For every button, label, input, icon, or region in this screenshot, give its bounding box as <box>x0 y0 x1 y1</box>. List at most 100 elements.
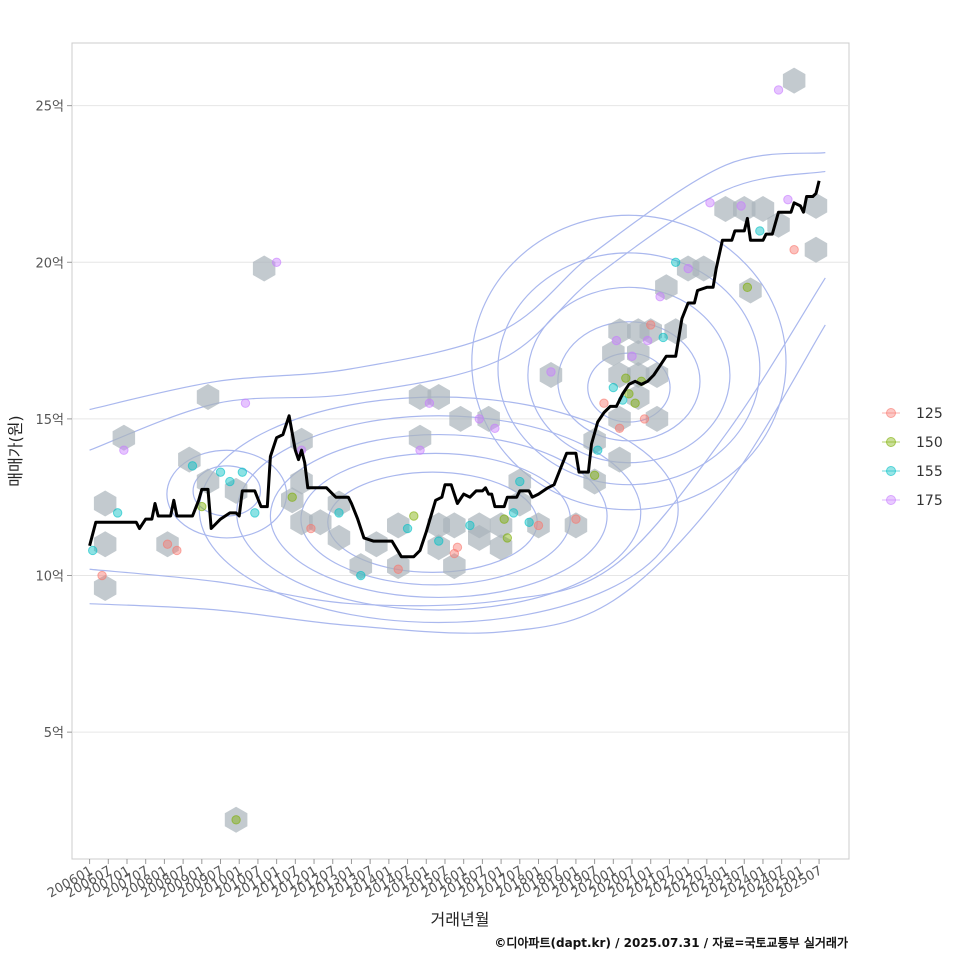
hexbin-cell <box>508 468 532 495</box>
chart-caption: ©디아파트(dapt.kr) / 2025.07.31 / 자료=국토교통부 실… <box>494 935 848 950</box>
scatter-point <box>112 508 123 518</box>
legend-label: 150 <box>916 435 943 451</box>
hexbin-cell <box>349 553 373 580</box>
legend-key-point <box>886 408 896 418</box>
density-contour <box>269 433 608 599</box>
scatter-point <box>499 514 509 524</box>
scatter-point <box>611 335 622 346</box>
y-tick-label: 10억 <box>35 570 64 585</box>
scatter-point <box>187 461 198 471</box>
hexbin-cell <box>93 575 117 601</box>
scatter-point <box>773 85 784 95</box>
hexbin-cell <box>93 531 117 558</box>
scatter-point <box>119 445 129 455</box>
scatter-point <box>646 320 656 330</box>
scatter-point <box>639 414 650 424</box>
hexbin-cell <box>489 512 513 539</box>
scatter-point <box>515 476 525 487</box>
hexbin-cell <box>468 524 491 551</box>
scatter-point <box>546 367 556 377</box>
scatter-points <box>88 85 799 825</box>
hexbin-cell <box>327 524 351 551</box>
scatter-point <box>621 373 631 383</box>
scatter-point <box>402 523 413 534</box>
hexbin-layer <box>93 67 828 833</box>
trend-line <box>88 180 821 559</box>
hexbin-cell <box>645 362 669 388</box>
scatter-point <box>225 476 235 487</box>
hexbin-cell <box>692 255 715 282</box>
scatter-point <box>452 542 463 553</box>
scatter-point <box>705 198 715 208</box>
scatter-point <box>614 423 625 433</box>
scatter-point <box>670 257 681 267</box>
y-tick-label: 20억 <box>35 256 64 271</box>
scatter-point <box>655 292 665 302</box>
hexbin-cell <box>608 318 631 345</box>
scatter-point <box>88 545 98 556</box>
scatter-point <box>434 536 444 546</box>
scatter-point <box>271 257 282 267</box>
hexbin-cell <box>608 446 631 473</box>
legend: 125 150 155 175 <box>882 406 943 509</box>
y-axis-ticks: 5억 10억 15억 20억 25억 <box>35 100 72 741</box>
scatter-point <box>599 398 609 408</box>
y-axis-title: 매매가(원) <box>6 415 25 486</box>
scatter-point <box>490 423 500 433</box>
scatter-point <box>172 545 182 556</box>
scatter-point <box>755 226 765 236</box>
hexbin-cell <box>365 531 388 558</box>
hexbin-cell <box>655 274 678 301</box>
scatter-point <box>250 508 260 518</box>
scatter-point <box>683 263 693 274</box>
scatter-point <box>356 570 366 581</box>
hexbin-cell <box>608 362 631 388</box>
scatter-point <box>306 523 316 534</box>
hexbin-cell <box>489 534 513 561</box>
scatter-point <box>465 520 475 531</box>
legend-key-point <box>886 495 896 505</box>
hexbin-cell <box>281 487 304 514</box>
scatter-point <box>789 245 799 255</box>
hexbin-cell <box>449 405 472 432</box>
scatter-point <box>658 332 668 343</box>
hexbin-cell <box>112 424 136 451</box>
hexbin-cell <box>639 318 662 345</box>
scatter-point <box>502 533 513 543</box>
x-axis-title: 거래년월 <box>431 910 490 929</box>
trend-line-layer <box>88 180 821 559</box>
scatter-point <box>474 414 484 424</box>
scatter-point <box>334 508 344 518</box>
hexbin-cell <box>782 67 806 94</box>
hexbin-cell <box>196 384 220 410</box>
scatter-point <box>627 351 637 361</box>
hexbin-cell <box>627 340 650 367</box>
legend-label: 175 <box>916 493 943 509</box>
legend-key-point <box>886 437 896 447</box>
scatter-point <box>736 201 746 211</box>
hexbin-cell <box>387 553 410 580</box>
x-axis-ticks: 2006012006072007012007072008012008072009… <box>45 859 825 901</box>
scatter-point <box>742 282 753 293</box>
hexbin-cell <box>427 534 450 561</box>
scatter-point <box>215 467 226 477</box>
hexbin-cell <box>627 384 650 410</box>
hexbin-cell <box>714 196 737 222</box>
legend-label: 155 <box>916 464 943 480</box>
scatter-point <box>589 470 600 480</box>
y-tick-label: 25억 <box>35 100 64 115</box>
hexbin-cell <box>583 427 606 454</box>
scatter-point <box>424 398 435 408</box>
hexbin-cell <box>387 512 410 539</box>
scatter-point <box>571 514 581 524</box>
hexbin-cell <box>443 553 466 580</box>
density-contour <box>471 214 787 511</box>
hexbin-cell <box>751 196 775 222</box>
hexbin-cell <box>583 468 606 495</box>
hexbin-cell <box>93 490 117 517</box>
hexbin-cell <box>804 192 828 219</box>
y-tick-label: 15억 <box>35 413 64 428</box>
scatter-point <box>642 335 653 346</box>
scatter-point <box>508 508 519 518</box>
